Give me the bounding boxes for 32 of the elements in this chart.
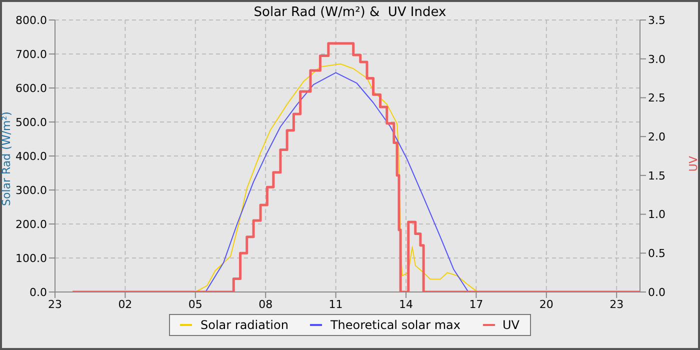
y2-tick-label: 3.5 [648,14,666,27]
x-tick-label: 20 [539,298,554,311]
y2-tick-label: 0.5 [648,247,666,260]
y-tick-label: 0.0 [30,286,47,299]
y2-tick-label: 1.0 [648,208,666,222]
x-tick-label: 02 [118,298,132,311]
chart-title: Solar Rad (W/m²) & UV Index [254,5,446,20]
x-tick-label: 11 [328,298,343,311]
y2-tick-label: 3.0 [648,52,666,66]
y-axis-title: Solar Rad (W/m²) [0,112,13,206]
y2-axis-title: UV [686,156,700,172]
y-tick-label: 800.0 [16,14,47,27]
x-tick-label: 08 [258,298,273,311]
legend-label: UV [502,318,520,332]
y2-tick-label: 2.5 [648,92,666,105]
y2-tick-label: 1.5 [648,169,666,182]
y-tick-label: 700.0 [16,48,47,61]
y2-tick-label: 0.0 [648,286,666,299]
x-tick-label: 05 [188,298,202,311]
x-tick-label: 23 [48,298,62,311]
y-tick-label: 300.0 [16,184,47,197]
x-tick-label: 17 [469,298,484,311]
x-tick-label: 14 [399,298,413,311]
y-tick-label: 600.0 [16,82,47,95]
legend-label: Theoretical solar max [329,318,460,332]
legend-label: Solar radiation [199,318,288,332]
x-tick-label: 23 [610,298,624,311]
y2-tick-label: 2.0 [648,130,666,144]
y-tick-label: 500.0 [16,116,47,129]
y-tick-label: 200.0 [16,218,47,231]
y-tick-label: 400.0 [16,150,47,163]
y-tick-label: 100.0 [16,252,47,265]
